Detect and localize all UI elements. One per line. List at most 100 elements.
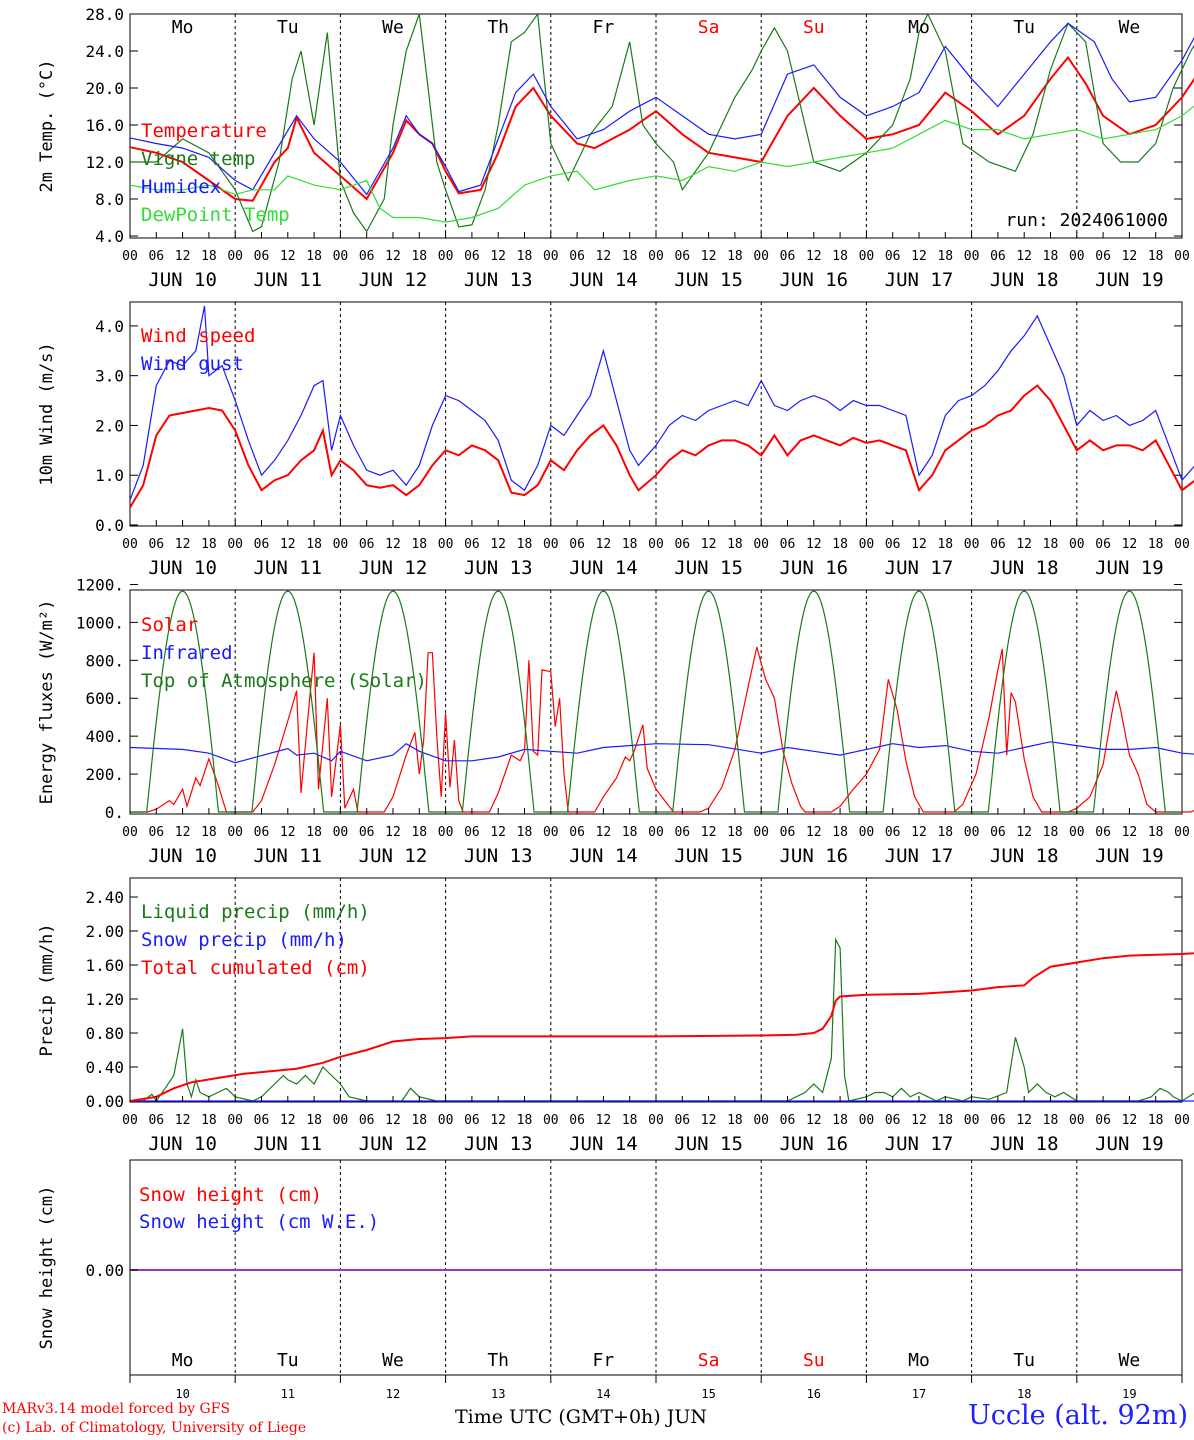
hour-label: 12 <box>490 249 506 264</box>
y-tick-label: 3.0 <box>95 367 124 386</box>
date-label: JUN 17 <box>885 269 954 291</box>
date-label: JUN 13 <box>464 1133 533 1155</box>
hour-label: 12 <box>701 249 717 264</box>
hour-label: 00 <box>333 825 349 840</box>
day-number: 12 <box>386 1387 400 1401</box>
hour-label: 18 <box>1148 1113 1164 1128</box>
hour-label: 06 <box>148 1113 164 1128</box>
hour-label: 18 <box>937 825 953 840</box>
date-label: JUN 14 <box>569 557 638 579</box>
legend-entry: Snow precip (mm/h) <box>141 929 347 951</box>
date-label: JUN 17 <box>885 557 954 579</box>
y-tick-label: 28.0 <box>85 5 124 24</box>
hour-label: 18 <box>1148 825 1164 840</box>
hour-label: 12 <box>806 249 822 264</box>
date-label: JUN 12 <box>359 557 428 579</box>
hour-label: 00 <box>753 537 769 552</box>
hour-label: 12 <box>280 249 296 264</box>
date-label: JUN 11 <box>253 845 322 867</box>
y-axis-title: Snow height (cm) <box>37 1186 57 1350</box>
hour-label: 18 <box>517 825 533 840</box>
hour-label: 00 <box>333 537 349 552</box>
hour-label: 06 <box>254 537 270 552</box>
weekday-label: Su <box>803 17 825 38</box>
hour-label: 06 <box>464 537 480 552</box>
date-label: JUN 11 <box>253 557 322 579</box>
hour-label: 12 <box>911 825 927 840</box>
hour-label: 18 <box>622 537 638 552</box>
hour-label: 06 <box>569 249 585 264</box>
hour-label: 18 <box>727 249 743 264</box>
date-label: JUN 13 <box>464 845 533 867</box>
hour-label: 18 <box>411 249 427 264</box>
hour-label: 18 <box>517 1113 533 1128</box>
date-label: JUN 19 <box>1095 557 1164 579</box>
y-tick-label: 1.0 <box>95 466 124 485</box>
hour-label: 18 <box>832 249 848 264</box>
hour-label: 12 <box>1016 825 1032 840</box>
hour-label: 12 <box>280 825 296 840</box>
hour-label: 18 <box>306 537 322 552</box>
hour-label: 00 <box>438 537 454 552</box>
hour-label: 06 <box>885 825 901 840</box>
hour-label: 00 <box>1069 537 1085 552</box>
hour-label: 00 <box>543 1113 559 1128</box>
hour-label: 00 <box>122 825 138 840</box>
hour-label: 18 <box>832 825 848 840</box>
hour-label: 12 <box>490 825 506 840</box>
hour-label: 12 <box>911 537 927 552</box>
date-label: JUN 17 <box>885 845 954 867</box>
date-label: JUN 12 <box>359 269 428 291</box>
hour-label: 12 <box>596 825 612 840</box>
y-tick-label: 600. <box>85 689 124 708</box>
y-tick-label: 1200. <box>76 575 124 594</box>
hour-label: 00 <box>1069 1113 1085 1128</box>
hour-label: 06 <box>254 825 270 840</box>
hour-label: 00 <box>648 249 664 264</box>
hour-label: 12 <box>490 537 506 552</box>
date-label: JUN 14 <box>569 845 638 867</box>
hour-label: 00 <box>964 825 980 840</box>
weekday-label: We <box>1119 1350 1141 1371</box>
hour-label: 00 <box>964 537 980 552</box>
hour-label: 18 <box>411 537 427 552</box>
hour-label: 06 <box>359 825 375 840</box>
legend-entry: Wind gust <box>141 353 244 375</box>
hour-label: 12 <box>911 1113 927 1128</box>
hour-label: 06 <box>780 825 796 840</box>
y-axis-title: Energy fluxes (W/m²) <box>37 600 57 805</box>
hour-label: 18 <box>1148 249 1164 264</box>
legend-entry: Top of Atmosphere (Solar) <box>141 670 427 692</box>
hour-label: 06 <box>148 249 164 264</box>
legend-entry: Humidex <box>141 176 221 198</box>
hour-label: 06 <box>359 1113 375 1128</box>
legend-entry: Solar <box>141 614 198 636</box>
hour-label: 06 <box>148 825 164 840</box>
date-label: JUN 15 <box>674 269 743 291</box>
hour-label: 06 <box>359 537 375 552</box>
hour-label: 00 <box>227 1113 243 1128</box>
day-number: 14 <box>596 1387 610 1401</box>
hour-label: 06 <box>1095 825 1111 840</box>
hour-label: 06 <box>990 249 1006 264</box>
date-label: JUN 19 <box>1095 269 1164 291</box>
hour-label: 12 <box>385 1113 401 1128</box>
lab-credit: (c) Lab. of Climatology, University of L… <box>2 1420 307 1436</box>
hour-label: 18 <box>937 537 953 552</box>
y-tick-label: 0.00 <box>85 1092 124 1111</box>
hour-label: 18 <box>1043 249 1059 264</box>
hour-label: 06 <box>254 1113 270 1128</box>
date-label: JUN 15 <box>674 557 743 579</box>
hour-label: 00 <box>438 825 454 840</box>
hour-label: 18 <box>1148 537 1164 552</box>
hour-label: 12 <box>911 249 927 264</box>
date-label: JUN 11 <box>253 1133 322 1155</box>
date-label: JUN 16 <box>779 557 848 579</box>
date-label: JUN 10 <box>148 557 217 579</box>
hour-label: 06 <box>674 825 690 840</box>
hour-label: 18 <box>306 1113 322 1128</box>
hour-label: 06 <box>674 537 690 552</box>
legend-entry: Temperature <box>141 120 267 142</box>
hour-label: 12 <box>385 825 401 840</box>
hour-label: 12 <box>175 825 191 840</box>
